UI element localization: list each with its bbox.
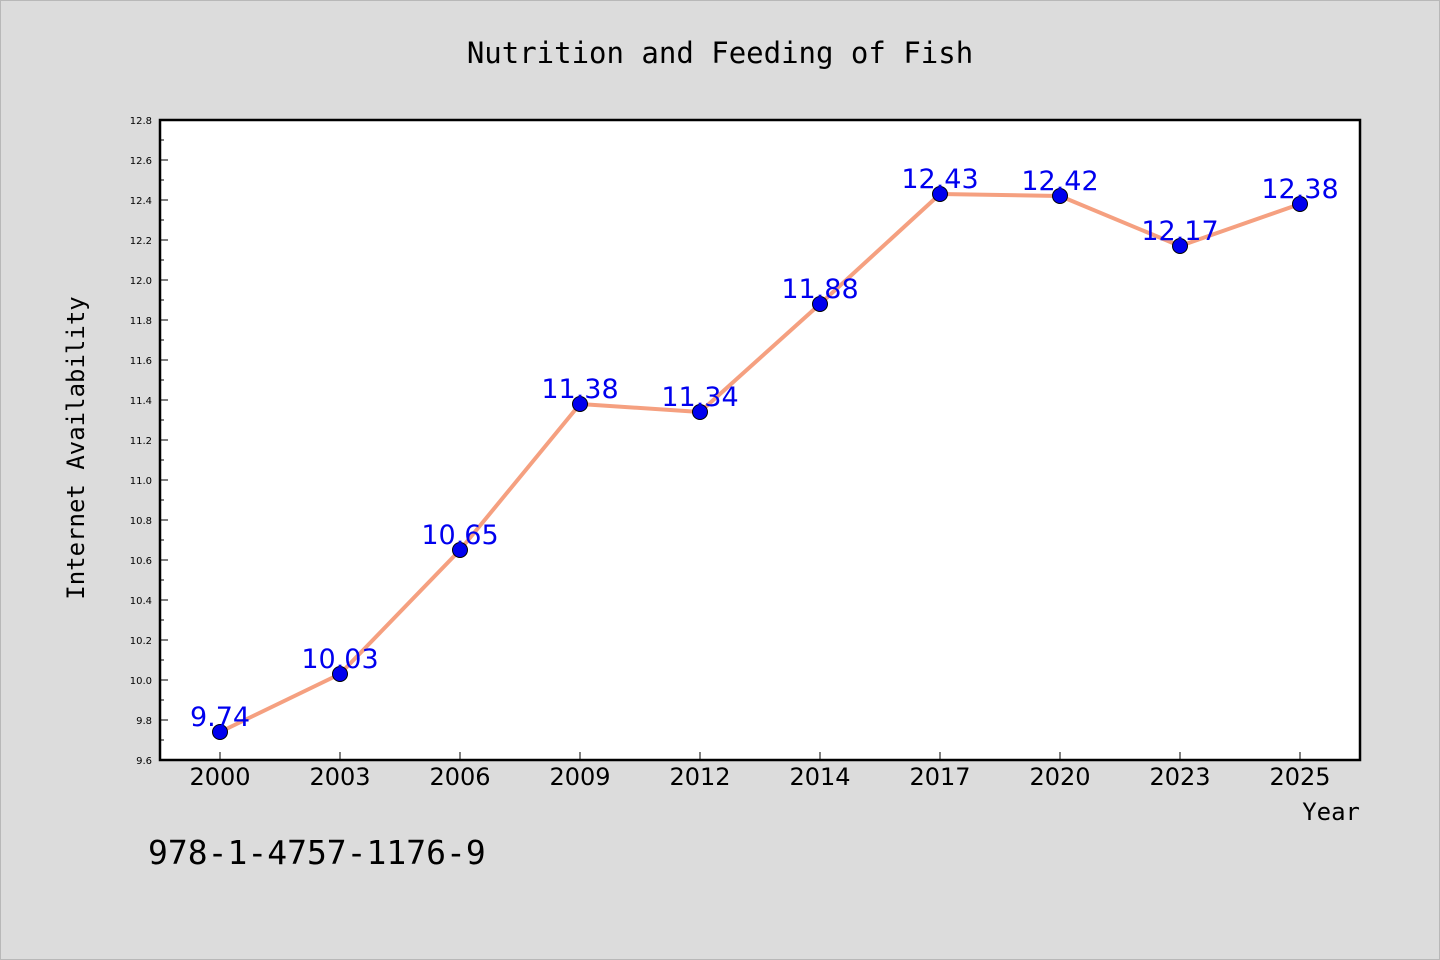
data-label: 9.74 <box>190 702 250 733</box>
data-label: 12.42 <box>1021 166 1098 197</box>
x-axis-label: Year <box>1302 798 1360 826</box>
data-point <box>812 296 828 312</box>
data-label: 12.17 <box>1141 216 1218 247</box>
data-label: 12.38 <box>1261 174 1338 205</box>
y-axis: 9.6 9.8 10.0 10.2 10.4 10.6 10.8 11.0 11.2 11.4 11… <box>130 116 168 767</box>
y-tick-label: 12.6 <box>130 156 152 167</box>
isbn-footer: 978-1-4757-1176-9 <box>148 833 486 872</box>
y-tick-label: 12.2 <box>130 236 152 247</box>
y-tick-label: 12.4 <box>130 196 152 207</box>
y-tick-label: 10.0 <box>130 676 152 687</box>
data-point <box>212 724 228 740</box>
y-tick-label: 11.8 <box>130 316 152 327</box>
data-label: 11.34 <box>661 382 738 413</box>
x-tick-label: 2023 <box>1149 763 1210 791</box>
data-label: 10.65 <box>421 520 498 551</box>
data-point <box>692 404 708 420</box>
y-tick-label: 9.6 <box>136 756 152 767</box>
x-tick-label: 2017 <box>909 763 970 791</box>
series-line-group <box>212 186 1308 740</box>
data-point <box>1172 238 1188 254</box>
data-label: 11.38 <box>541 374 618 405</box>
data-labels: 9.74 10.03 10.65 11.38 11.34 11.88 12.43 12.42 1… <box>190 164 1339 733</box>
y-tick-label: 11.0 <box>130 476 152 487</box>
y-tick-label: 10.4 <box>130 596 152 607</box>
y-tick-label: 12.0 <box>130 276 152 287</box>
data-point <box>572 396 588 412</box>
x-tick-label: 2009 <box>549 763 610 791</box>
y-tick-label: 10.8 <box>130 516 152 527</box>
x-tick-label: 2006 <box>429 763 490 791</box>
data-point <box>1292 196 1308 212</box>
x-axis: 2000 2003 2006 2009 2012 2014 2017 2020 2023 2025 <box>189 752 1331 791</box>
data-point <box>1052 188 1068 204</box>
data-label: 12.43 <box>901 164 978 195</box>
y-tick-label: 11.6 <box>130 356 152 367</box>
data-point <box>332 666 348 682</box>
data-label: 11.88 <box>781 274 858 305</box>
y-tick-label: 10.2 <box>130 636 152 647</box>
y-tick-label: 11.4 <box>130 396 152 407</box>
chart-title: Nutrition and Feeding of Fish <box>467 36 973 70</box>
x-tick-label: 2025 <box>1269 763 1330 791</box>
x-tick-label: 2012 <box>669 763 730 791</box>
data-label: 10.03 <box>301 644 378 675</box>
data-point <box>452 542 468 558</box>
x-tick-label: 2000 <box>189 763 250 791</box>
x-tick-label: 2020 <box>1029 763 1090 791</box>
series-line <box>219 192 1301 734</box>
x-tick-label: 2014 <box>789 763 850 791</box>
y-tick-label: 12.8 <box>130 116 152 127</box>
y-tick-label: 10.6 <box>130 556 152 567</box>
data-point <box>932 186 948 202</box>
y-tick-label: 11.2 <box>130 436 152 447</box>
y-axis-label: Internet Availability <box>62 296 90 599</box>
x-tick-label: 2003 <box>309 763 370 791</box>
y-tick-label: 9.8 <box>136 716 152 727</box>
